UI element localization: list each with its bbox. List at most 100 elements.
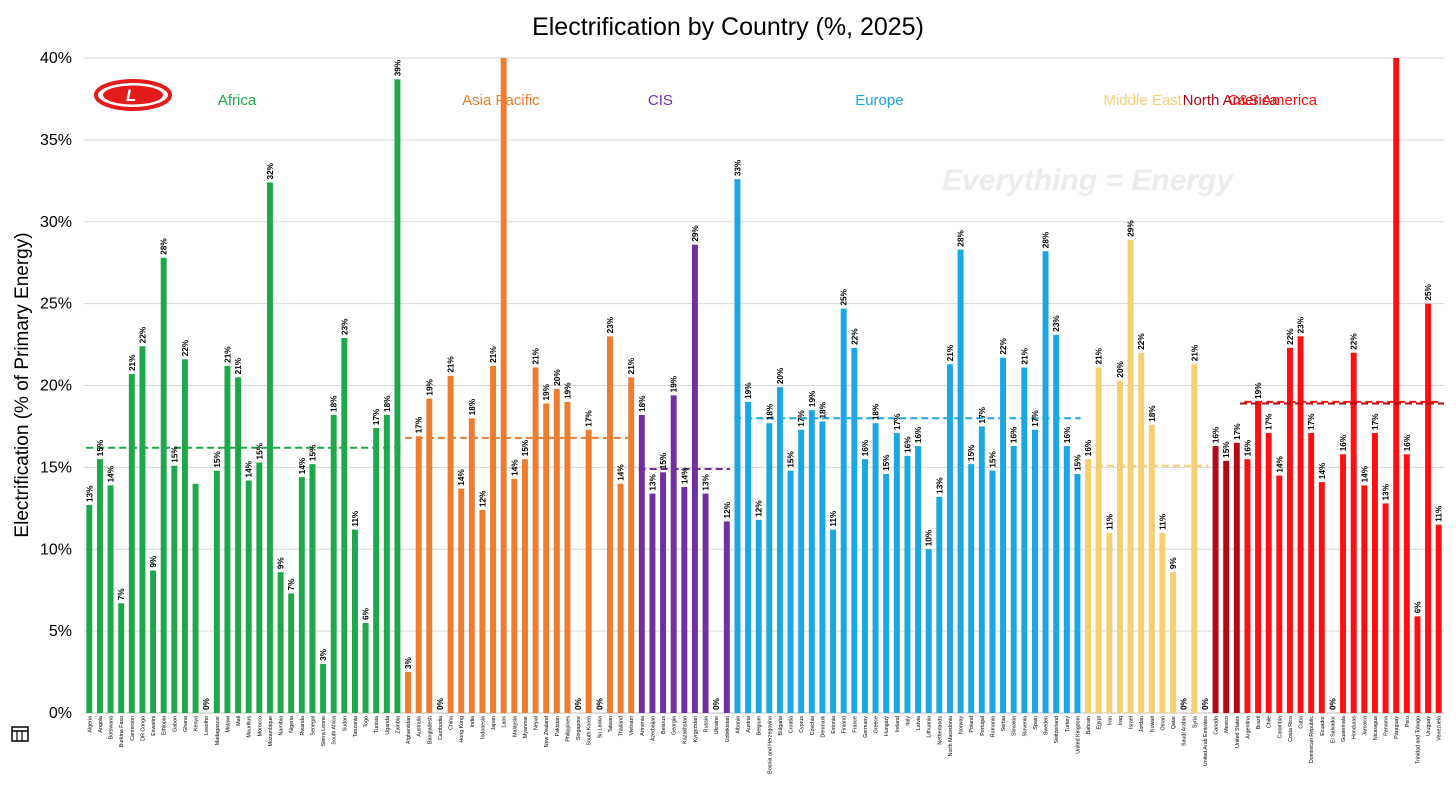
data-label: 15% <box>659 452 668 469</box>
x-tick-label: Syria <box>1192 716 1198 728</box>
bar <box>1371 432 1378 713</box>
bar <box>1138 352 1145 713</box>
data-label: 21% <box>532 347 541 364</box>
data-label: 9% <box>277 557 286 570</box>
bar <box>1063 446 1070 713</box>
bar <box>235 377 242 713</box>
bar <box>798 429 805 713</box>
x-tick-label: Colombia <box>1277 716 1283 738</box>
y-tick-label: 0% <box>49 705 72 722</box>
data-label: 21% <box>234 357 243 374</box>
data-label: 14% <box>1360 465 1369 482</box>
watermark: Everything = Energy <box>942 164 1234 197</box>
bar <box>96 459 103 713</box>
bar <box>1350 352 1357 713</box>
data-label: 15% <box>1222 441 1231 458</box>
bar <box>181 359 188 713</box>
bar <box>383 414 390 713</box>
data-label: 23% <box>1052 315 1061 332</box>
x-tick-label: Singapore <box>576 716 582 740</box>
bar <box>107 485 114 713</box>
data-label: 6% <box>362 607 371 620</box>
x-tick-label: Slovakia <box>1012 716 1018 736</box>
bar <box>1435 524 1442 713</box>
x-tick-label: Australia <box>417 716 423 737</box>
y-axis-label: Electrification (% of Primary Energy) <box>12 232 33 537</box>
bars <box>86 58 1442 714</box>
bar <box>1361 485 1368 713</box>
x-tick-label: Mauritius <box>247 716 253 738</box>
x-tick-label: Sierra Leone <box>321 716 327 746</box>
x-tick-label: Panama <box>1384 716 1390 736</box>
bar <box>1116 380 1123 713</box>
x-tick-label: Tanzania <box>353 716 359 737</box>
bar <box>266 182 273 713</box>
data-label: 22% <box>1286 328 1295 345</box>
x-tick-label: Portugal <box>980 716 986 736</box>
x-tick-label: North Macedonia <box>948 716 954 756</box>
x-tick-label: Angola <box>98 716 104 733</box>
bar <box>1403 454 1410 713</box>
x-tick-label: Gabon <box>172 716 178 732</box>
bar <box>1414 616 1421 713</box>
bar <box>883 473 890 713</box>
x-tick-label: Spain <box>1033 716 1039 730</box>
data-label: 15% <box>96 439 105 456</box>
x-tick-label: Switzerland <box>1054 716 1060 743</box>
x-tick-label: Madagascar <box>215 716 221 745</box>
bar <box>160 257 167 713</box>
bar <box>957 249 964 713</box>
bar <box>681 487 688 713</box>
data-label: 7% <box>287 578 296 591</box>
x-tick-label: Tunisia <box>374 716 380 733</box>
x-tick-label: Cambodia <box>438 716 444 740</box>
data-label: 21% <box>627 357 636 374</box>
bar <box>394 79 401 714</box>
data-label: 20% <box>1116 360 1125 377</box>
bar <box>1233 442 1240 713</box>
data-label: 33% <box>733 159 742 176</box>
bar <box>776 387 783 713</box>
data-label: 0% <box>574 697 583 710</box>
bar <box>479 509 486 713</box>
data-label: 17% <box>585 410 594 427</box>
x-tick-label: Namibia <box>279 716 285 735</box>
bar <box>808 410 815 713</box>
bar <box>745 401 752 713</box>
data-label: 9% <box>149 555 158 568</box>
data-label: 28% <box>1042 231 1051 248</box>
bar <box>341 338 348 713</box>
bar <box>277 572 284 713</box>
bar <box>1265 432 1272 713</box>
data-labels: 13% 15% 14% 7% 21% 22% 9% 28% 15% 22% 0% 15% 21% 21% 1… <box>85 59 1443 710</box>
region-label: Europe <box>855 92 903 109</box>
bar <box>1308 432 1315 713</box>
gridlines <box>84 57 1444 714</box>
bar <box>1212 446 1219 713</box>
data-label: 14% <box>617 464 626 481</box>
data-label: 21% <box>489 346 498 363</box>
x-tick-label: Uganda <box>385 716 391 735</box>
bar <box>851 347 858 713</box>
x-tick-label: Iraq <box>1118 716 1124 725</box>
bar <box>1244 459 1251 713</box>
bar <box>150 570 157 713</box>
bar <box>723 521 730 713</box>
region-label: North America <box>1183 92 1279 109</box>
data-label: 13% <box>85 485 94 502</box>
x-tick-label: Qatar <box>1171 716 1177 729</box>
y-tick-label: 30% <box>40 214 72 231</box>
data-label: 21% <box>1095 347 1104 364</box>
x-tick-label: Senegal <box>310 716 316 735</box>
data-label: 22% <box>850 328 859 345</box>
x-tick-label: Mali <box>236 716 242 726</box>
x-tick-label: Serbia <box>1001 716 1007 731</box>
bar <box>946 364 953 713</box>
x-tick-label: Nicaragua <box>1373 716 1379 740</box>
bar <box>861 459 868 713</box>
data-label: 15% <box>967 444 976 461</box>
data-label: 11% <box>829 510 838 527</box>
x-tick-label: Eswatini <box>151 716 157 736</box>
data-label: 0% <box>1201 697 1210 710</box>
data-label: 21% <box>447 356 456 373</box>
